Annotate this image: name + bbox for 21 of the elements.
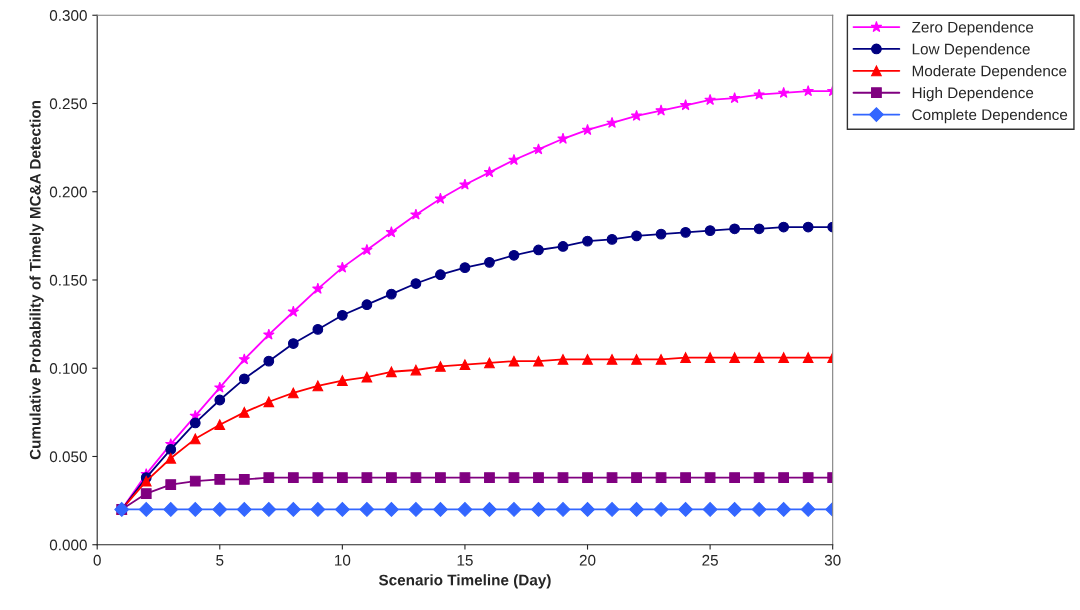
x-tick-label: 25 [702, 554, 718, 566]
legend-label: Low Dependence [912, 43, 1030, 58]
x-tick-label: 10 [335, 554, 351, 566]
x-axis-title: Scenario Timeline (Day) [378, 574, 551, 589]
y-tick-label: 0.150 [49, 274, 87, 286]
x-tick-label: 20 [579, 554, 596, 566]
x-tick-label: 5 [216, 555, 224, 566]
y-tick-label: 0.200 [49, 186, 87, 198]
x-tick-label: 30 [824, 554, 841, 566]
legend-label: Complete Dependence [912, 108, 1068, 124]
y-axis-title: Cumulative Probability of Timely MC&A Detection [29, 100, 44, 460]
legend-label: Moderate Dependence [912, 65, 1067, 80]
legend-label: Zero Dependence [912, 21, 1034, 36]
y-tick-label: 0.250 [49, 98, 87, 110]
x-tick-label: 15 [457, 555, 473, 566]
y-tick-label: 0.300 [49, 10, 87, 21]
y-tick-label: 0.100 [49, 363, 87, 374]
y-tick-label: 0.000 [49, 539, 87, 551]
y-tick-label: 0.050 [49, 451, 87, 463]
x-tick-label: 0 [93, 554, 101, 566]
legend-label: High Dependence [912, 87, 1034, 102]
